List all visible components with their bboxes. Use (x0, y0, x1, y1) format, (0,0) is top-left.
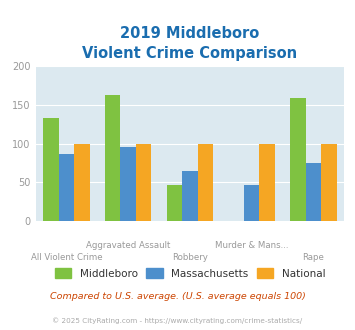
Bar (74, 144, 89, 221)
Text: All Violent Crime: All Violent Crime (31, 253, 102, 262)
Bar (167, 185, 182, 221)
Bar (43, 118, 59, 221)
Text: Aggravated Assault: Aggravated Assault (86, 241, 170, 249)
Text: Compared to U.S. average. (U.S. average equals 100): Compared to U.S. average. (U.S. average … (50, 292, 305, 301)
Text: Rape: Rape (302, 253, 324, 262)
Bar (182, 171, 198, 221)
Bar (321, 144, 337, 221)
Bar (59, 154, 74, 221)
Text: Murder & Mans...: Murder & Mans... (215, 241, 289, 249)
Title: 2019 Middleboro
Violent Crime Comparison: 2019 Middleboro Violent Crime Comparison (82, 26, 297, 61)
Bar (105, 95, 120, 221)
Text: © 2025 CityRating.com - https://www.cityrating.com/crime-statistics/: © 2025 CityRating.com - https://www.city… (53, 317, 302, 324)
Text: Robbery: Robbery (172, 253, 208, 262)
Bar (290, 98, 306, 221)
Bar (244, 185, 260, 221)
Legend: Middleboro, Massachusetts, National: Middleboro, Massachusetts, National (55, 268, 325, 279)
Bar (136, 144, 151, 221)
Bar (306, 163, 321, 221)
Bar (198, 144, 213, 221)
Bar (260, 144, 275, 221)
Bar (120, 147, 136, 221)
